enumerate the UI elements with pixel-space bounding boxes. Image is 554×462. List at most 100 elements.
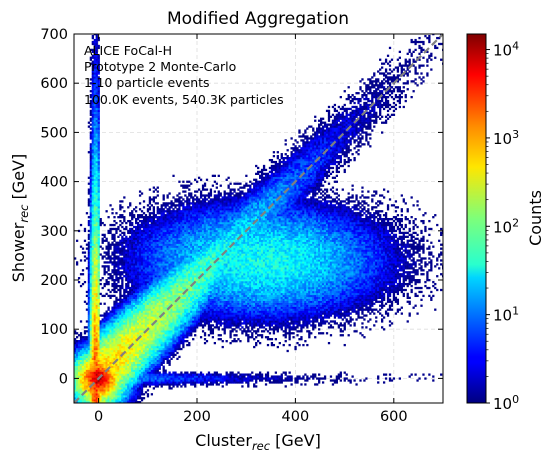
heatmap-cell: [142, 330, 146, 333]
heatmap-cell: [150, 292, 154, 296]
heatmap-cell: [95, 162, 98, 166]
heatmap-cell: [144, 282, 148, 286]
heatmap-cell: [138, 377, 142, 380]
heatmap-cell: [97, 231, 100, 235]
heatmap-cell: [93, 84, 96, 87]
heatmap-cell: [182, 312, 185, 315]
heatmap-cell: [97, 135, 100, 138]
heatmap-cell: [119, 204, 122, 207]
heatmap-cell: [166, 223, 169, 227]
heatmap-cell: [107, 341, 110, 345]
heatmap-cell: [115, 227, 118, 231]
heatmap-cell: [176, 223, 179, 227]
heatmap-cell: [135, 210, 138, 213]
heatmap-cell: [81, 397, 85, 400]
heatmap-cell: [142, 353, 146, 357]
heatmap-cell: [184, 280, 187, 284]
heatmap-cell: [81, 395, 85, 398]
heatmap-cell: [180, 338, 183, 341]
heatmap-cell: [97, 265, 100, 268]
heatmap-cell: [111, 379, 114, 382]
heatmap-cell: [105, 210, 108, 213]
heatmap-cell: [125, 355, 128, 359]
heatmap-cell: [131, 324, 134, 327]
heatmap-cell: [178, 286, 181, 290]
heatmap-cell: [150, 359, 154, 362]
heatmap-cell: [91, 97, 94, 101]
heatmap-cell: [133, 237, 136, 240]
heatmap-cell: [158, 326, 161, 329]
heatmap-cell: [91, 94, 94, 97]
heatmap-cell: [170, 322, 173, 325]
heatmap-cell: [170, 377, 173, 380]
heatmap-cell: [85, 353, 89, 357]
heatmap-cell: [127, 363, 130, 366]
heatmap-cell: [176, 280, 179, 284]
heatmap-cell: [91, 338, 94, 341]
heatmap-cell: [170, 340, 173, 343]
heatmap-cell: [103, 373, 106, 376]
heatmap-cell: [121, 332, 124, 335]
heatmap-cell: [146, 324, 150, 327]
heatmap-cell: [103, 357, 106, 361]
heatmap-cell: [152, 279, 155, 282]
heatmap-cell: [138, 375, 142, 378]
heatmap-cell: [180, 210, 183, 213]
heatmap-cell: [152, 347, 155, 351]
heatmap-cell: [97, 349, 100, 353]
heatmap-cell: [176, 340, 179, 343]
heatmap-cell: [115, 302, 118, 305]
heatmap-cell: [105, 373, 108, 376]
heatmap-cell: [97, 304, 100, 307]
heatmap-cell: [119, 340, 122, 343]
heatmap-cell: [150, 306, 154, 309]
heatmap-cell: [168, 326, 171, 329]
heatmap-cell: [146, 237, 150, 240]
heatmap-cell: [125, 326, 128, 329]
heatmap-cell: [89, 99, 93, 103]
heatmap-cell: [133, 343, 136, 347]
heatmap-cell: [103, 332, 106, 335]
heatmap-cell: [89, 208, 93, 211]
heatmap-cell: [89, 117, 93, 120]
heatmap-cell: [129, 259, 132, 262]
heatmap-cell: [148, 290, 152, 294]
heatmap-cell: [144, 219, 148, 223]
heatmap-cell: [154, 357, 157, 361]
heatmap-cell: [133, 345, 136, 349]
heatmap-cell: [75, 261, 79, 264]
heatmap-cell: [127, 257, 130, 260]
heatmap-cell: [156, 194, 159, 197]
heatmap-cell: [97, 249, 100, 252]
heatmap-cell: [91, 164, 94, 168]
heatmap-cell: [131, 304, 134, 307]
heatmap-cell: [107, 389, 110, 392]
heatmap-cell: [75, 343, 79, 347]
heatmap-cell: [127, 334, 130, 337]
heatmap-cell: [144, 340, 148, 343]
heatmap-cell: [127, 253, 130, 256]
heatmap-cell: [135, 365, 138, 368]
heatmap-cell: [152, 351, 155, 355]
heatmap-cell: [142, 379, 146, 382]
heatmap-cell: [170, 381, 173, 384]
heatmap-cell: [131, 251, 134, 254]
heatmap-cell: [166, 231, 169, 235]
heatmap-cell: [129, 235, 132, 238]
heatmap-cell: [154, 328, 157, 331]
heatmap-cell: [160, 273, 163, 276]
heatmap-cell: [154, 361, 157, 364]
heatmap-cell: [123, 332, 126, 335]
heatmap-cell: [95, 219, 98, 223]
heatmap-cell: [91, 284, 94, 288]
heatmap-cell: [174, 290, 177, 294]
heatmap-cell: [131, 288, 134, 292]
heatmap-cell: [93, 375, 96, 378]
heatmap-cell: [133, 371, 136, 374]
heatmap-cell: [91, 308, 94, 311]
heatmap-cell: [140, 257, 144, 260]
heatmap-cell: [74, 347, 77, 351]
heatmap-cell: [148, 320, 152, 323]
heatmap-cell: [115, 257, 118, 260]
heatmap-cell: [138, 241, 142, 244]
